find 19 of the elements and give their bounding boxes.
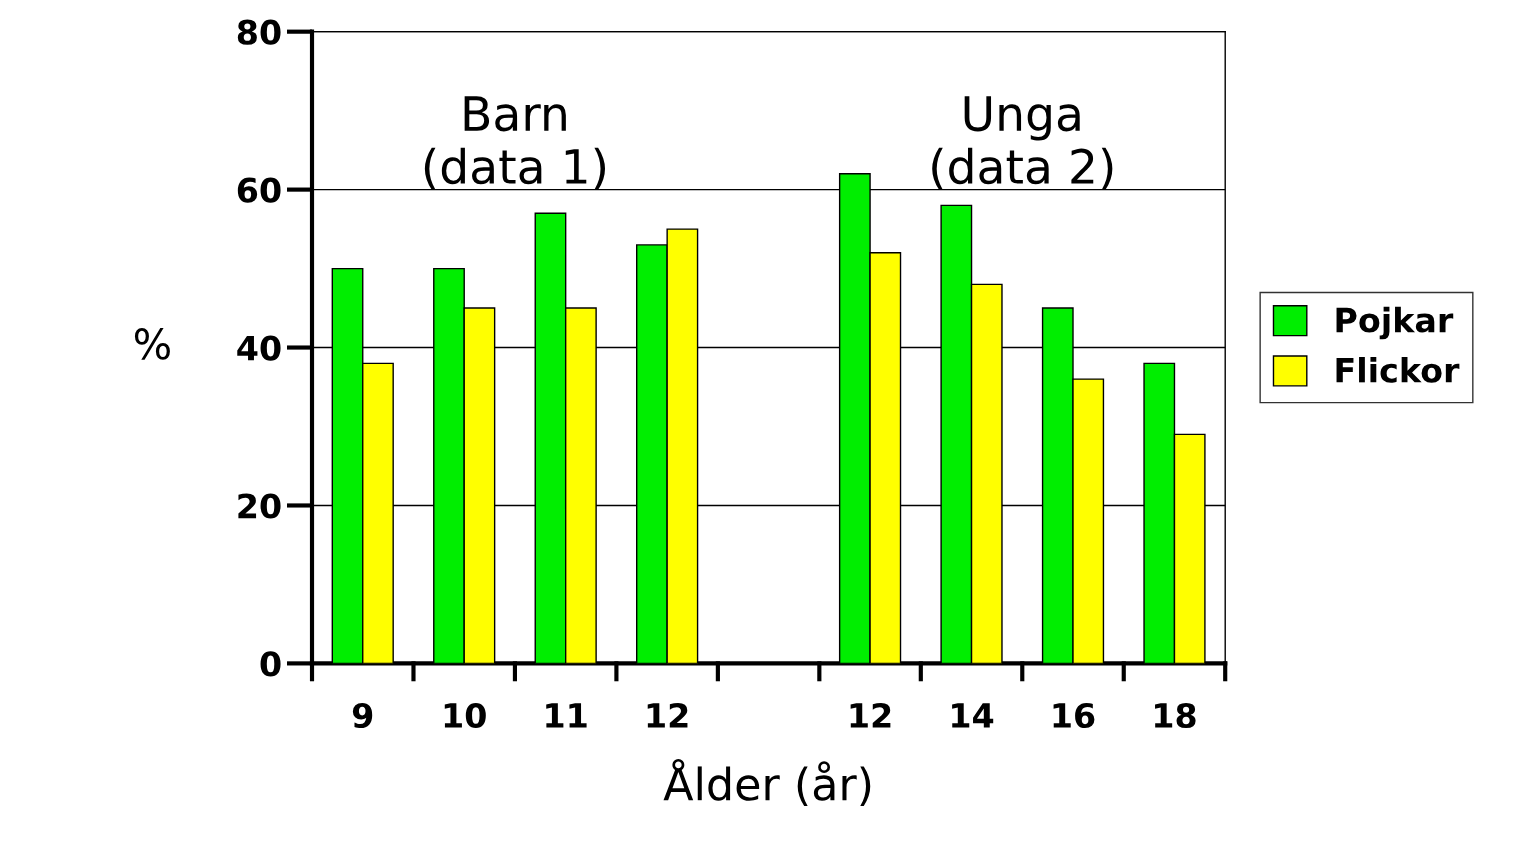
annotation: Barn (data 1) — [424, 96, 606, 190]
x-tick-label: 12 — [850, 702, 891, 728]
x-tick-label: 9 — [352, 702, 373, 729]
y-tick-label: 20 — [238, 493, 281, 519]
y-tick-label: 80 — [237, 19, 281, 45]
y-axis-title: % — [134, 328, 170, 360]
legend-label: Pojkar — [1336, 306, 1454, 340]
x-axis-title: Ålder (år) — [663, 758, 871, 807]
x-tick-label: 12 — [647, 702, 688, 728]
x-tick-label: 18 — [1155, 702, 1196, 729]
y-tick-label: 0 — [260, 651, 281, 677]
legend-label: Flickor — [1336, 357, 1460, 383]
y-tick-label: 40 — [237, 335, 281, 361]
x-tick-label: 14 — [952, 703, 994, 728]
x-tick-label: 10 — [444, 702, 486, 729]
annotation: Unga (data 2) — [932, 96, 1113, 190]
x-tick-label: 11 — [546, 703, 587, 728]
x-tick-label: 16 — [1053, 702, 1095, 729]
y-tick-label: 60 — [237, 177, 281, 203]
